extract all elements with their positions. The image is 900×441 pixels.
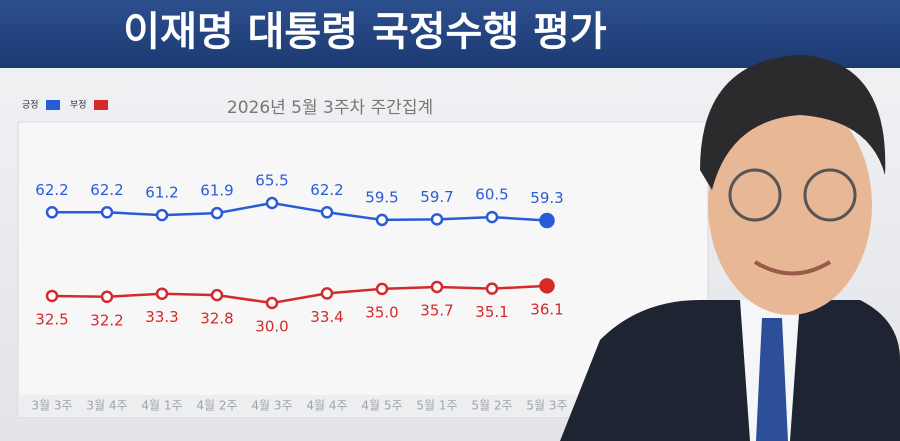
value-label: 36.1 xyxy=(530,300,563,318)
value-label: 32.2 xyxy=(90,311,123,329)
hair xyxy=(700,55,886,190)
legend-swatch xyxy=(46,100,60,110)
x-tick-label: 3월 3주 xyxy=(31,399,72,413)
legend: 긍정 부정 xyxy=(22,100,108,111)
x-tick-label: 5월 1주 xyxy=(416,399,457,413)
point xyxy=(265,196,279,210)
point xyxy=(210,206,224,220)
x-tick-label: 4월 1주 xyxy=(141,399,182,413)
legend-label: 긍정 xyxy=(22,100,39,111)
value-label: 65.5 xyxy=(255,172,288,190)
point xyxy=(210,288,224,302)
face xyxy=(708,95,872,315)
value-label: 61.9 xyxy=(200,182,233,200)
value-label: 35.7 xyxy=(420,301,453,319)
value-label: 35.1 xyxy=(475,303,508,321)
line xyxy=(51,284,548,305)
point xyxy=(265,296,279,310)
point xyxy=(45,206,59,219)
smile xyxy=(753,260,832,276)
glasses-right xyxy=(803,168,857,222)
x-tick-label: 4월 2주 xyxy=(196,399,237,413)
line xyxy=(52,201,548,222)
value-label: 62.2 xyxy=(35,181,68,199)
category-band xyxy=(18,395,708,417)
portrait xyxy=(560,55,900,441)
suit xyxy=(560,300,900,441)
tie xyxy=(756,318,788,441)
point xyxy=(375,282,389,296)
value-label: 59.3 xyxy=(530,189,563,207)
value-label: 30.0 xyxy=(255,318,288,336)
value-label: 32.5 xyxy=(35,310,68,328)
point xyxy=(539,212,555,229)
value-label: 32.8 xyxy=(200,310,233,328)
x-tick-label: 4월 4주 xyxy=(306,399,347,413)
point xyxy=(45,289,59,303)
value-label: 60.5 xyxy=(475,186,508,204)
legend-swatch xyxy=(94,100,108,110)
value-label: 61.2 xyxy=(145,184,178,202)
value-label: 33.4 xyxy=(310,308,343,326)
point xyxy=(485,282,499,295)
point xyxy=(375,213,389,227)
point xyxy=(100,290,114,304)
glasses-left xyxy=(728,168,782,222)
x-tick-label: 4월 3주 xyxy=(251,399,292,413)
value-label: 59.7 xyxy=(420,188,453,206)
chart-subtitle: 2026년 5월 3주차 주간집계 xyxy=(227,98,433,118)
point xyxy=(320,206,334,219)
header xyxy=(0,0,900,68)
value-label: 62.2 xyxy=(310,181,343,199)
x-tick-label: 3월 4주 xyxy=(86,399,127,413)
point xyxy=(100,206,114,219)
value-label: 62.2 xyxy=(90,181,123,199)
point xyxy=(155,208,169,222)
legend-label: 부정 xyxy=(70,100,87,111)
x-tick-label: 5월 2주 xyxy=(471,399,512,413)
value-label: 35.0 xyxy=(365,303,398,321)
x-tick-label: 5월 3주 xyxy=(526,399,567,413)
point xyxy=(320,287,334,300)
value-label: 59.5 xyxy=(365,188,398,206)
point xyxy=(539,278,555,294)
point xyxy=(430,213,444,226)
value-label: 33.3 xyxy=(145,308,178,326)
point xyxy=(430,280,444,294)
x-tick-label: 4월 5주 xyxy=(361,399,402,413)
point xyxy=(155,287,169,300)
point xyxy=(485,210,499,224)
chart-title: 이재명 대통령 국정수행 평가 xyxy=(123,9,607,55)
